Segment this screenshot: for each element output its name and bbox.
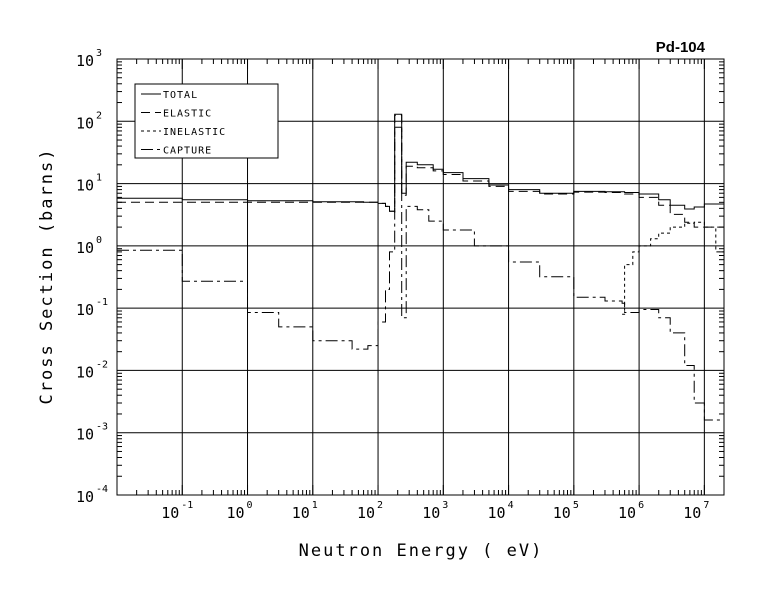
x-tick-label: 10 (161, 504, 179, 522)
x-tick-exponent: 6 (638, 500, 644, 511)
y-axis-label: Cross Section (barns) (37, 148, 57, 405)
tick-marks (116, 59, 725, 495)
series-elastic-line (117, 114, 724, 228)
y-tick-label: 10 (76, 488, 94, 506)
legend-label-inelastic: INELASTIC (163, 127, 226, 138)
legend-label-elastic: ELASTIC (163, 109, 212, 120)
x-tick-exponent: 5 (573, 500, 579, 511)
legend: TOTAL ELASTIC INELASTIC CAPTURE (134, 83, 279, 159)
y-tick-exponent: 1 (96, 173, 102, 184)
series-group (117, 113, 724, 433)
y-tick-label: 10 (76, 177, 94, 195)
x-tick-exponent: 2 (377, 500, 383, 511)
y-tick-exponent: 3 (96, 48, 102, 59)
x-axis-label: Neutron Energy ( eV) (299, 541, 544, 561)
series-inelastic-line (622, 221, 724, 315)
y-tick-exponent: -1 (96, 297, 108, 308)
x-tick-label: 10 (226, 504, 244, 522)
legend-box (134, 83, 279, 159)
y-tick-exponent: 0 (96, 235, 102, 246)
x-tick-label: 10 (683, 504, 701, 522)
x-tick-label: 10 (292, 504, 310, 522)
y-tick-exponent: 2 (96, 110, 102, 121)
legend-label-capture: CAPTURE (163, 146, 212, 157)
y-tick-label: 10 (76, 114, 94, 132)
x-tick-label: 10 (488, 504, 506, 522)
x-tick-exponent: 7 (703, 500, 709, 511)
plot-frame (116, 58, 725, 496)
series-capture-line (117, 126, 724, 433)
y-tick-exponent: -4 (96, 484, 108, 495)
chart-title: Pd-104 (656, 39, 706, 56)
tick-labels: 10 -1 10 0 10 1 10 2 10 3 10 4 10 5 10 6 10 710 310 210 110 0… (76, 48, 709, 522)
y-tick-label: 10 (76, 301, 94, 319)
x-tick-exponent: 1 (312, 500, 318, 511)
y-tick-label: 10 (76, 426, 94, 444)
y-tick-label: 10 (76, 363, 94, 381)
x-tick-label: 10 (357, 504, 375, 522)
x-tick-exponent: 3 (442, 500, 448, 511)
legend-label-total: TOTAL (163, 90, 198, 101)
y-tick-exponent: -2 (96, 359, 108, 370)
x-tick-exponent: 0 (247, 500, 253, 511)
y-tick-label: 10 (76, 52, 94, 70)
x-tick-label: 10 (618, 504, 636, 522)
x-tick-label: 10 (553, 504, 571, 522)
x-tick-exponent: -1 (181, 500, 193, 511)
y-tick-exponent: -3 (96, 422, 108, 433)
x-tick-exponent: 4 (508, 500, 514, 511)
x-tick-label: 10 (422, 504, 440, 522)
y-tick-label: 10 (76, 239, 94, 257)
